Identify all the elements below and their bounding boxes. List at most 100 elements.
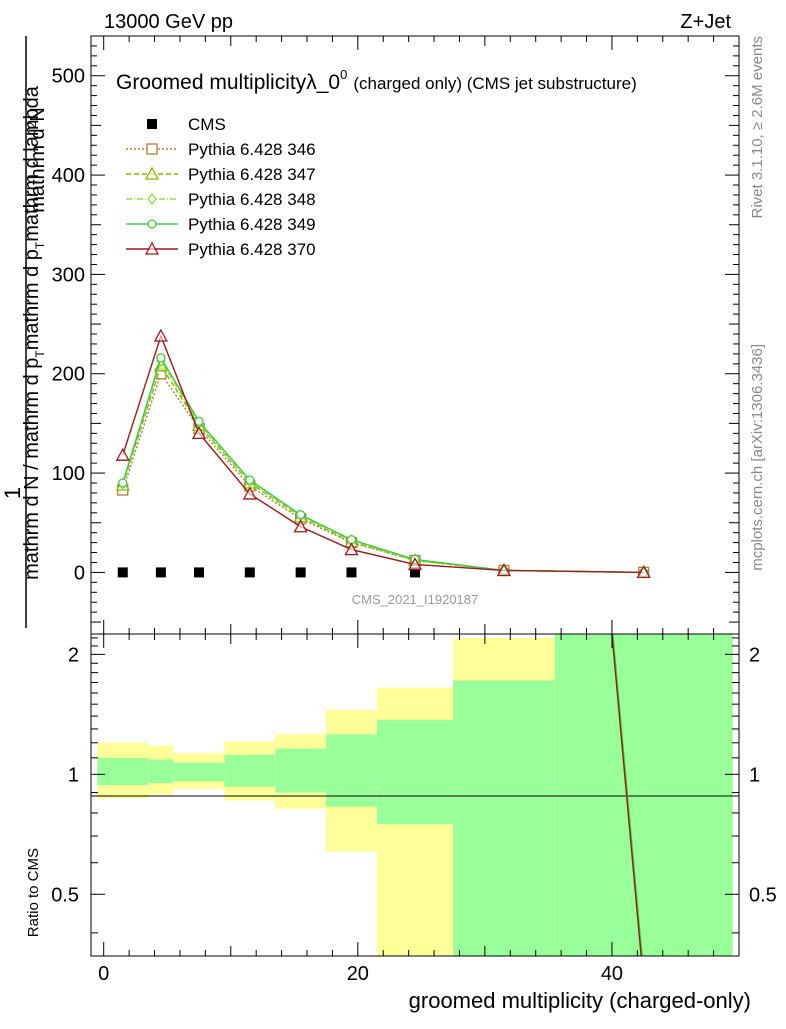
ylabel-num-main: mathrm d bbox=[27, 128, 49, 212]
legend-item: Pythia 6.428 348 bbox=[126, 190, 316, 209]
ratio-y-tick-label-right: 1 bbox=[749, 764, 760, 786]
y-tick-label: 100 bbox=[52, 463, 85, 485]
ylabel-den-end: mathrm d p bbox=[21, 249, 43, 350]
data-point bbox=[194, 567, 204, 578]
ratio-y-tick-label-right: 2 bbox=[749, 644, 760, 666]
legend-label: Pythia 6.428 349 bbox=[188, 215, 316, 234]
data-point bbox=[346, 567, 357, 578]
data-point bbox=[118, 478, 128, 488]
ratio-band-inner bbox=[173, 762, 225, 782]
ratio-y-tick-label: 0.5 bbox=[51, 884, 79, 906]
legend-item: Pythia 6.428 349 bbox=[126, 215, 316, 234]
data-point bbox=[153, 328, 168, 342]
series-0 bbox=[117, 567, 420, 578]
ratio-plot-frame bbox=[90, 633, 740, 957]
y-tick-label: 500 bbox=[52, 66, 85, 88]
series-line bbox=[122, 364, 644, 574]
series-line bbox=[122, 359, 644, 574]
series-5 bbox=[115, 328, 651, 579]
ratio-x-ticks: 0 20 40 bbox=[98, 634, 715, 985]
data-point bbox=[155, 567, 166, 578]
series-layer bbox=[115, 328, 651, 579]
legend-item: Pythia 6.428 346 bbox=[126, 140, 316, 159]
ratio-band-inner bbox=[326, 734, 377, 807]
ylabel-den-sub: T bbox=[33, 350, 47, 358]
data-point bbox=[242, 486, 257, 500]
plot-title-sup: 0 bbox=[340, 67, 347, 82]
legend-marker bbox=[146, 143, 158, 155]
data-point bbox=[410, 567, 420, 578]
series-1 bbox=[117, 368, 650, 579]
y-tick-label: 300 bbox=[52, 264, 85, 286]
ylabel-num-sup: 2 bbox=[25, 121, 39, 128]
data-point bbox=[344, 542, 359, 556]
legend-label: Pythia 6.428 346 bbox=[188, 140, 316, 159]
main-x-ticks bbox=[103, 36, 715, 634]
data-point bbox=[636, 565, 651, 579]
x-tick-label: 20 bbox=[347, 963, 369, 985]
watermark: CMS_2021_I1920187 bbox=[352, 592, 479, 607]
data-point bbox=[295, 567, 306, 578]
series-3 bbox=[117, 354, 649, 579]
ratio-band-inner bbox=[453, 680, 555, 956]
legend-marker bbox=[144, 166, 160, 180]
legend-label: Pythia 6.428 370 bbox=[188, 240, 316, 259]
data-point bbox=[293, 519, 308, 533]
legend-label: CMS bbox=[188, 115, 226, 134]
legend-label: Pythia 6.428 348 bbox=[188, 190, 316, 209]
legend-item: Pythia 6.428 347 bbox=[126, 165, 316, 184]
data-point bbox=[496, 563, 512, 577]
plot-title-suffix: (charged only) (CMS jet substructure) bbox=[353, 74, 636, 93]
rivet-label: Rivet 3.1.10, ≥ 2.6M events bbox=[749, 36, 766, 219]
ratio-band-inner bbox=[554, 634, 733, 956]
x-tick-label: 0 bbox=[98, 963, 109, 985]
ylabel-top: 1 bbox=[0, 487, 25, 499]
ratio-line bbox=[611, 633, 642, 957]
legend-item: Pythia 6.428 370 bbox=[126, 240, 316, 259]
ylabel-denominator: mathrm d N / mathrm d pTmathrm d pTmathr… bbox=[21, 85, 47, 580]
ylabel-den-tail: mathrm d lambda bbox=[21, 85, 43, 241]
x-axis-label: groomed multiplicity (charged-only) bbox=[409, 988, 751, 1013]
legend-marker bbox=[144, 241, 160, 255]
data-point bbox=[194, 416, 204, 427]
series-4 bbox=[118, 353, 649, 578]
ylabel-num-end: N bbox=[27, 107, 49, 121]
header-left: 13000 GeV pp bbox=[104, 11, 233, 33]
plot-title-main: Groomed multiplicityλ_0 bbox=[116, 71, 340, 94]
main-plot: 0 100 200 300 400 500 CMS_2021_I1920187 Groom… bbox=[52, 35, 740, 635]
y-tick-label: 200 bbox=[52, 364, 85, 386]
series-line bbox=[122, 333, 644, 574]
data-point bbox=[156, 353, 166, 363]
data-point bbox=[295, 510, 306, 520]
legend-marker bbox=[147, 219, 157, 229]
mcplots-label: mcplots.cern.ch [arXiv:1306.3436] bbox=[749, 344, 766, 571]
series-2 bbox=[115, 358, 651, 579]
data-point bbox=[191, 425, 207, 439]
ratio-band-inner bbox=[275, 748, 327, 793]
data-point bbox=[245, 475, 255, 485]
data-point bbox=[117, 567, 128, 578]
y-tick-label: 0 bbox=[74, 562, 85, 584]
ratio-plot: 0.5 0.5 1 1 2 2 0 20 40 Ratio to CMS groomed mu… bbox=[25, 633, 777, 1013]
ratio-bands bbox=[97, 634, 733, 956]
ratio-y-tick-label: 2 bbox=[68, 644, 79, 666]
ylabel-den-sub2: T bbox=[33, 241, 47, 249]
data-point bbox=[244, 567, 255, 578]
x-tick-label: 40 bbox=[601, 963, 623, 985]
ylabel-numerator: mathrm d2N bbox=[25, 107, 49, 213]
data-point bbox=[115, 447, 130, 461]
ratio-band-inner bbox=[376, 719, 454, 825]
y-tick-label: 400 bbox=[52, 165, 85, 187]
series-line bbox=[122, 356, 644, 574]
ratio-band-inner bbox=[148, 759, 174, 784]
legend-label: Pythia 6.428 347 bbox=[188, 165, 316, 184]
ratio-band-inner bbox=[97, 757, 149, 786]
legend-marker bbox=[147, 119, 157, 129]
ratio-y-tick-label: 1 bbox=[68, 764, 79, 786]
ratio-lines bbox=[611, 633, 643, 957]
legend-item: CMS bbox=[147, 115, 226, 134]
legend-marker bbox=[147, 192, 157, 206]
plot-title: Groomed multiplicityλ_00 (charged only) (… bbox=[116, 67, 637, 94]
legend: CMS Pythia 6.428 346 Pythia 6.428 347 Pythi… bbox=[126, 115, 316, 259]
